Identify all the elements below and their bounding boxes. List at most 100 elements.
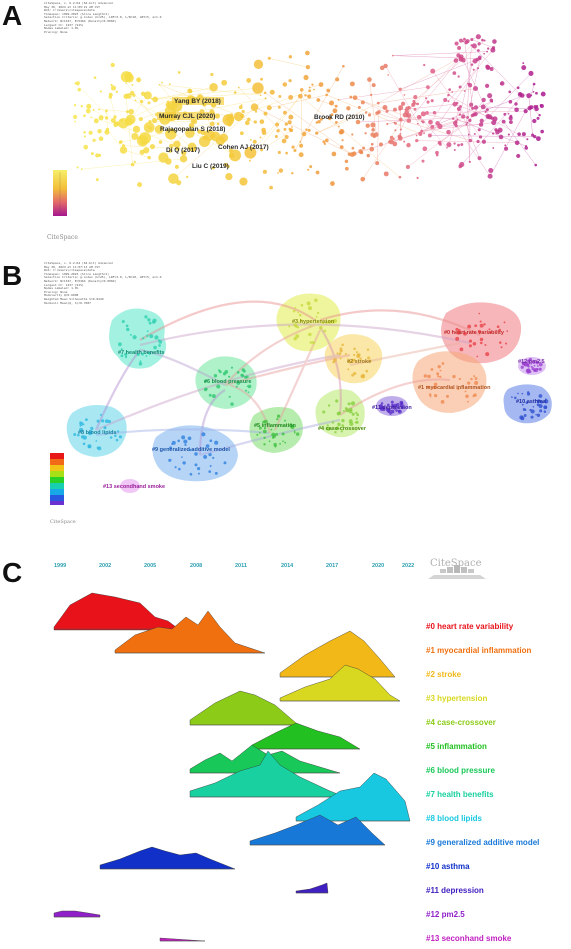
network-node [352, 95, 358, 101]
network-node [475, 57, 480, 62]
network-node [165, 128, 177, 140]
network-node [539, 104, 542, 107]
network-node [99, 90, 102, 93]
network-node [233, 111, 244, 122]
network-node [526, 138, 529, 141]
network-node [83, 114, 86, 118]
network-node [266, 105, 272, 111]
cluster-member-dot [308, 332, 312, 337]
network-node [383, 171, 389, 177]
cluster-member-dot [290, 424, 295, 430]
timeline-area-3 [279, 664, 401, 702]
network-node [451, 91, 454, 93]
network-node [514, 140, 520, 146]
network-node [516, 86, 520, 90]
cluster-member-dot [263, 426, 267, 430]
cluster-member-dot [245, 389, 248, 392]
network-node [221, 79, 228, 86]
network-node [465, 123, 468, 126]
cluster-blob-13 [120, 479, 140, 493]
cluster-member-dot [440, 400, 445, 404]
network-node [263, 111, 268, 116]
network-node [430, 99, 434, 103]
cluster-member-dot [298, 313, 302, 317]
cluster-member-dot [326, 426, 331, 431]
network-node [418, 131, 423, 136]
network-edge [261, 130, 292, 151]
cluster-member-dot [530, 362, 533, 365]
network-node [521, 65, 527, 71]
cluster-member-dot [247, 391, 250, 394]
cluster-member-dot [218, 370, 222, 374]
network-node [477, 67, 480, 70]
network-node [338, 130, 344, 135]
network-node [332, 108, 338, 114]
cluster-member-dot [472, 394, 475, 398]
network-node [528, 70, 534, 76]
network-node [110, 118, 116, 123]
network-node [281, 138, 287, 144]
network-node [226, 114, 235, 123]
cluster-member-dot [154, 335, 159, 340]
network-node [503, 112, 507, 116]
network-node [427, 133, 432, 138]
cluster-label-8: #8 blood lipids [78, 430, 117, 436]
network-node [288, 94, 294, 100]
network-node [508, 116, 513, 121]
cluster-member-dot [348, 419, 353, 424]
cluster-member-dot [401, 406, 405, 409]
network-node [192, 147, 196, 152]
cluster-member-dot [246, 385, 249, 388]
cluster-member-dot [533, 364, 536, 367]
cluster-member-dot [181, 456, 183, 458]
cluster-member-dot [341, 424, 345, 427]
network-node [370, 142, 374, 146]
network-node [83, 131, 86, 134]
cluster-label-5: #5 inflammation [254, 423, 297, 429]
cluster-member-dot [187, 436, 192, 441]
cluster-member-dot [228, 395, 231, 398]
network-node [77, 88, 81, 92]
network-node [327, 116, 332, 120]
network-node [83, 144, 89, 150]
network-node [151, 118, 158, 124]
cluster-member-dot [126, 327, 130, 332]
network-node [108, 95, 113, 99]
network-node [405, 106, 410, 111]
network-node [443, 97, 448, 102]
cluster-member-dot [530, 365, 533, 368]
cluster-member-dot [240, 373, 244, 377]
cluster-member-dot [322, 410, 326, 414]
cluster-member-dot [544, 398, 547, 401]
meta-b-line: Pruning: None [44, 289, 68, 294]
cluster-member-dot [478, 312, 481, 315]
network-node [322, 140, 326, 144]
cluster-member-dot [347, 402, 351, 406]
network-node [288, 114, 294, 120]
cluster-member-dot [353, 371, 357, 376]
network-node [522, 62, 525, 65]
network-node [104, 116, 109, 120]
network-node [399, 117, 403, 122]
cluster-member-dot [274, 445, 277, 448]
network-edge [407, 101, 493, 168]
cluster-member-dot [90, 426, 94, 430]
cluster-member-dot [536, 367, 539, 371]
cluster-member-dot [344, 352, 347, 355]
network-node [210, 131, 221, 142]
cluster-member-dot [88, 431, 93, 436]
network-node [252, 82, 264, 94]
timeline-area-8 [295, 772, 411, 822]
network-node [463, 37, 466, 41]
network-node [158, 83, 161, 86]
network-node [283, 110, 287, 115]
cluster-member-dot [85, 418, 88, 422]
network-node [95, 153, 100, 158]
network-node [137, 78, 139, 81]
network-node [277, 172, 279, 174]
cluster-member-dot [354, 421, 357, 424]
network-node [483, 39, 486, 42]
network-node [209, 83, 218, 92]
cluster-member-dot [263, 419, 268, 424]
cluster-member-dot [295, 432, 300, 436]
